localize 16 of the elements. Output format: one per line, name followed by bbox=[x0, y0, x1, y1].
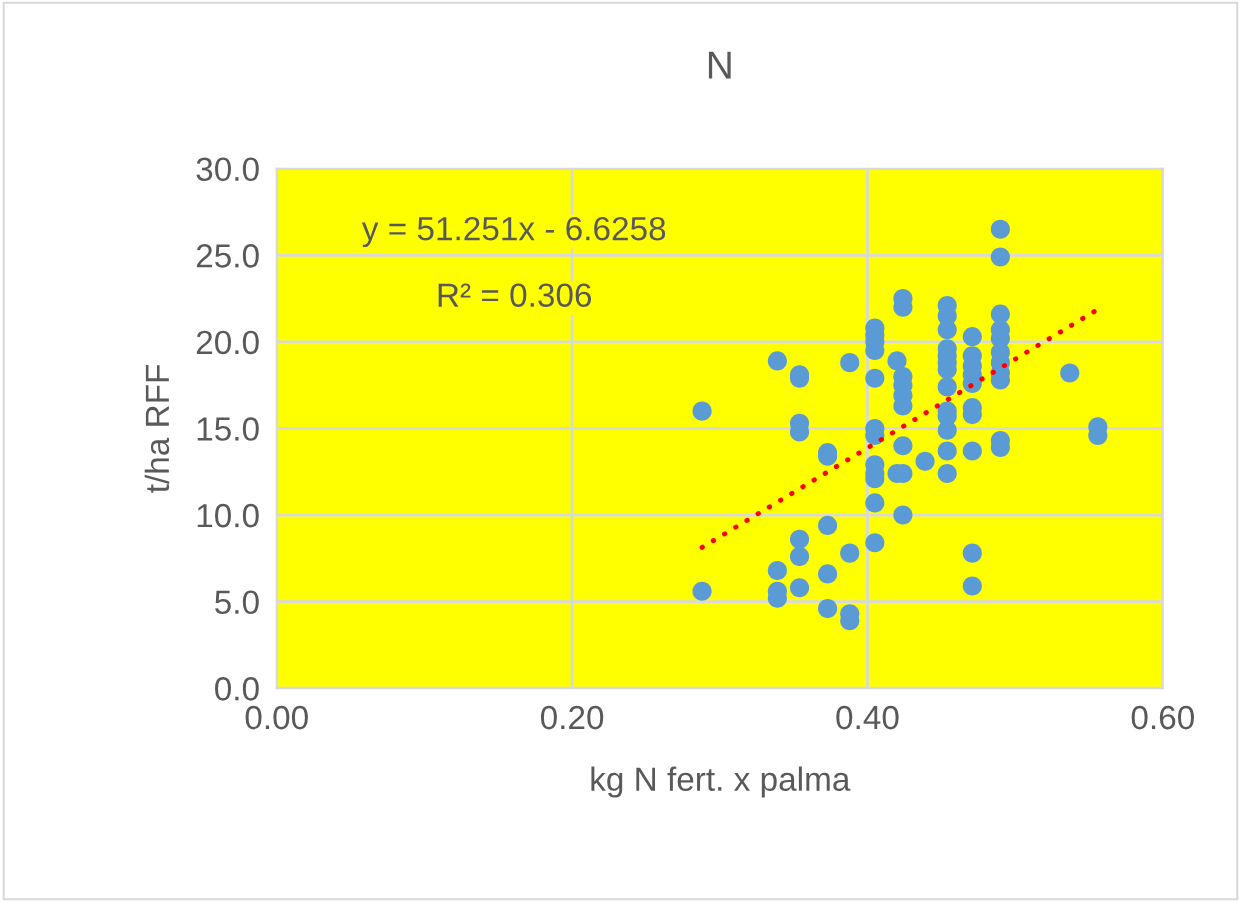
y-tick-label: 10.0 bbox=[197, 503, 259, 528]
x-axis-title: kg N fert. x palma bbox=[591, 766, 851, 798]
y-tick-label: 25.0 bbox=[196, 244, 259, 268]
x-tick-label: 0.40 bbox=[836, 705, 899, 730]
x-tick-label: 0.20 bbox=[540, 705, 604, 730]
y-tick-label: 30.0 bbox=[196, 157, 259, 182]
y-axis-title: t/ha RFF bbox=[144, 364, 170, 493]
annotation: R² = 0.306 bbox=[438, 283, 592, 307]
y-tick-label: 15.0 bbox=[197, 417, 259, 441]
y-tick-label: 5.0 bbox=[215, 590, 259, 615]
chart-title: N bbox=[708, 51, 731, 79]
x-tick-label: 0.00 bbox=[245, 705, 308, 730]
y-tick-label: 20.0 bbox=[196, 330, 259, 355]
y-tick-label: 0.0 bbox=[215, 677, 259, 701]
annotation: y = 51.251x - 6.6258 bbox=[361, 216, 666, 248]
x-tick-label: 0.60 bbox=[1131, 705, 1194, 730]
